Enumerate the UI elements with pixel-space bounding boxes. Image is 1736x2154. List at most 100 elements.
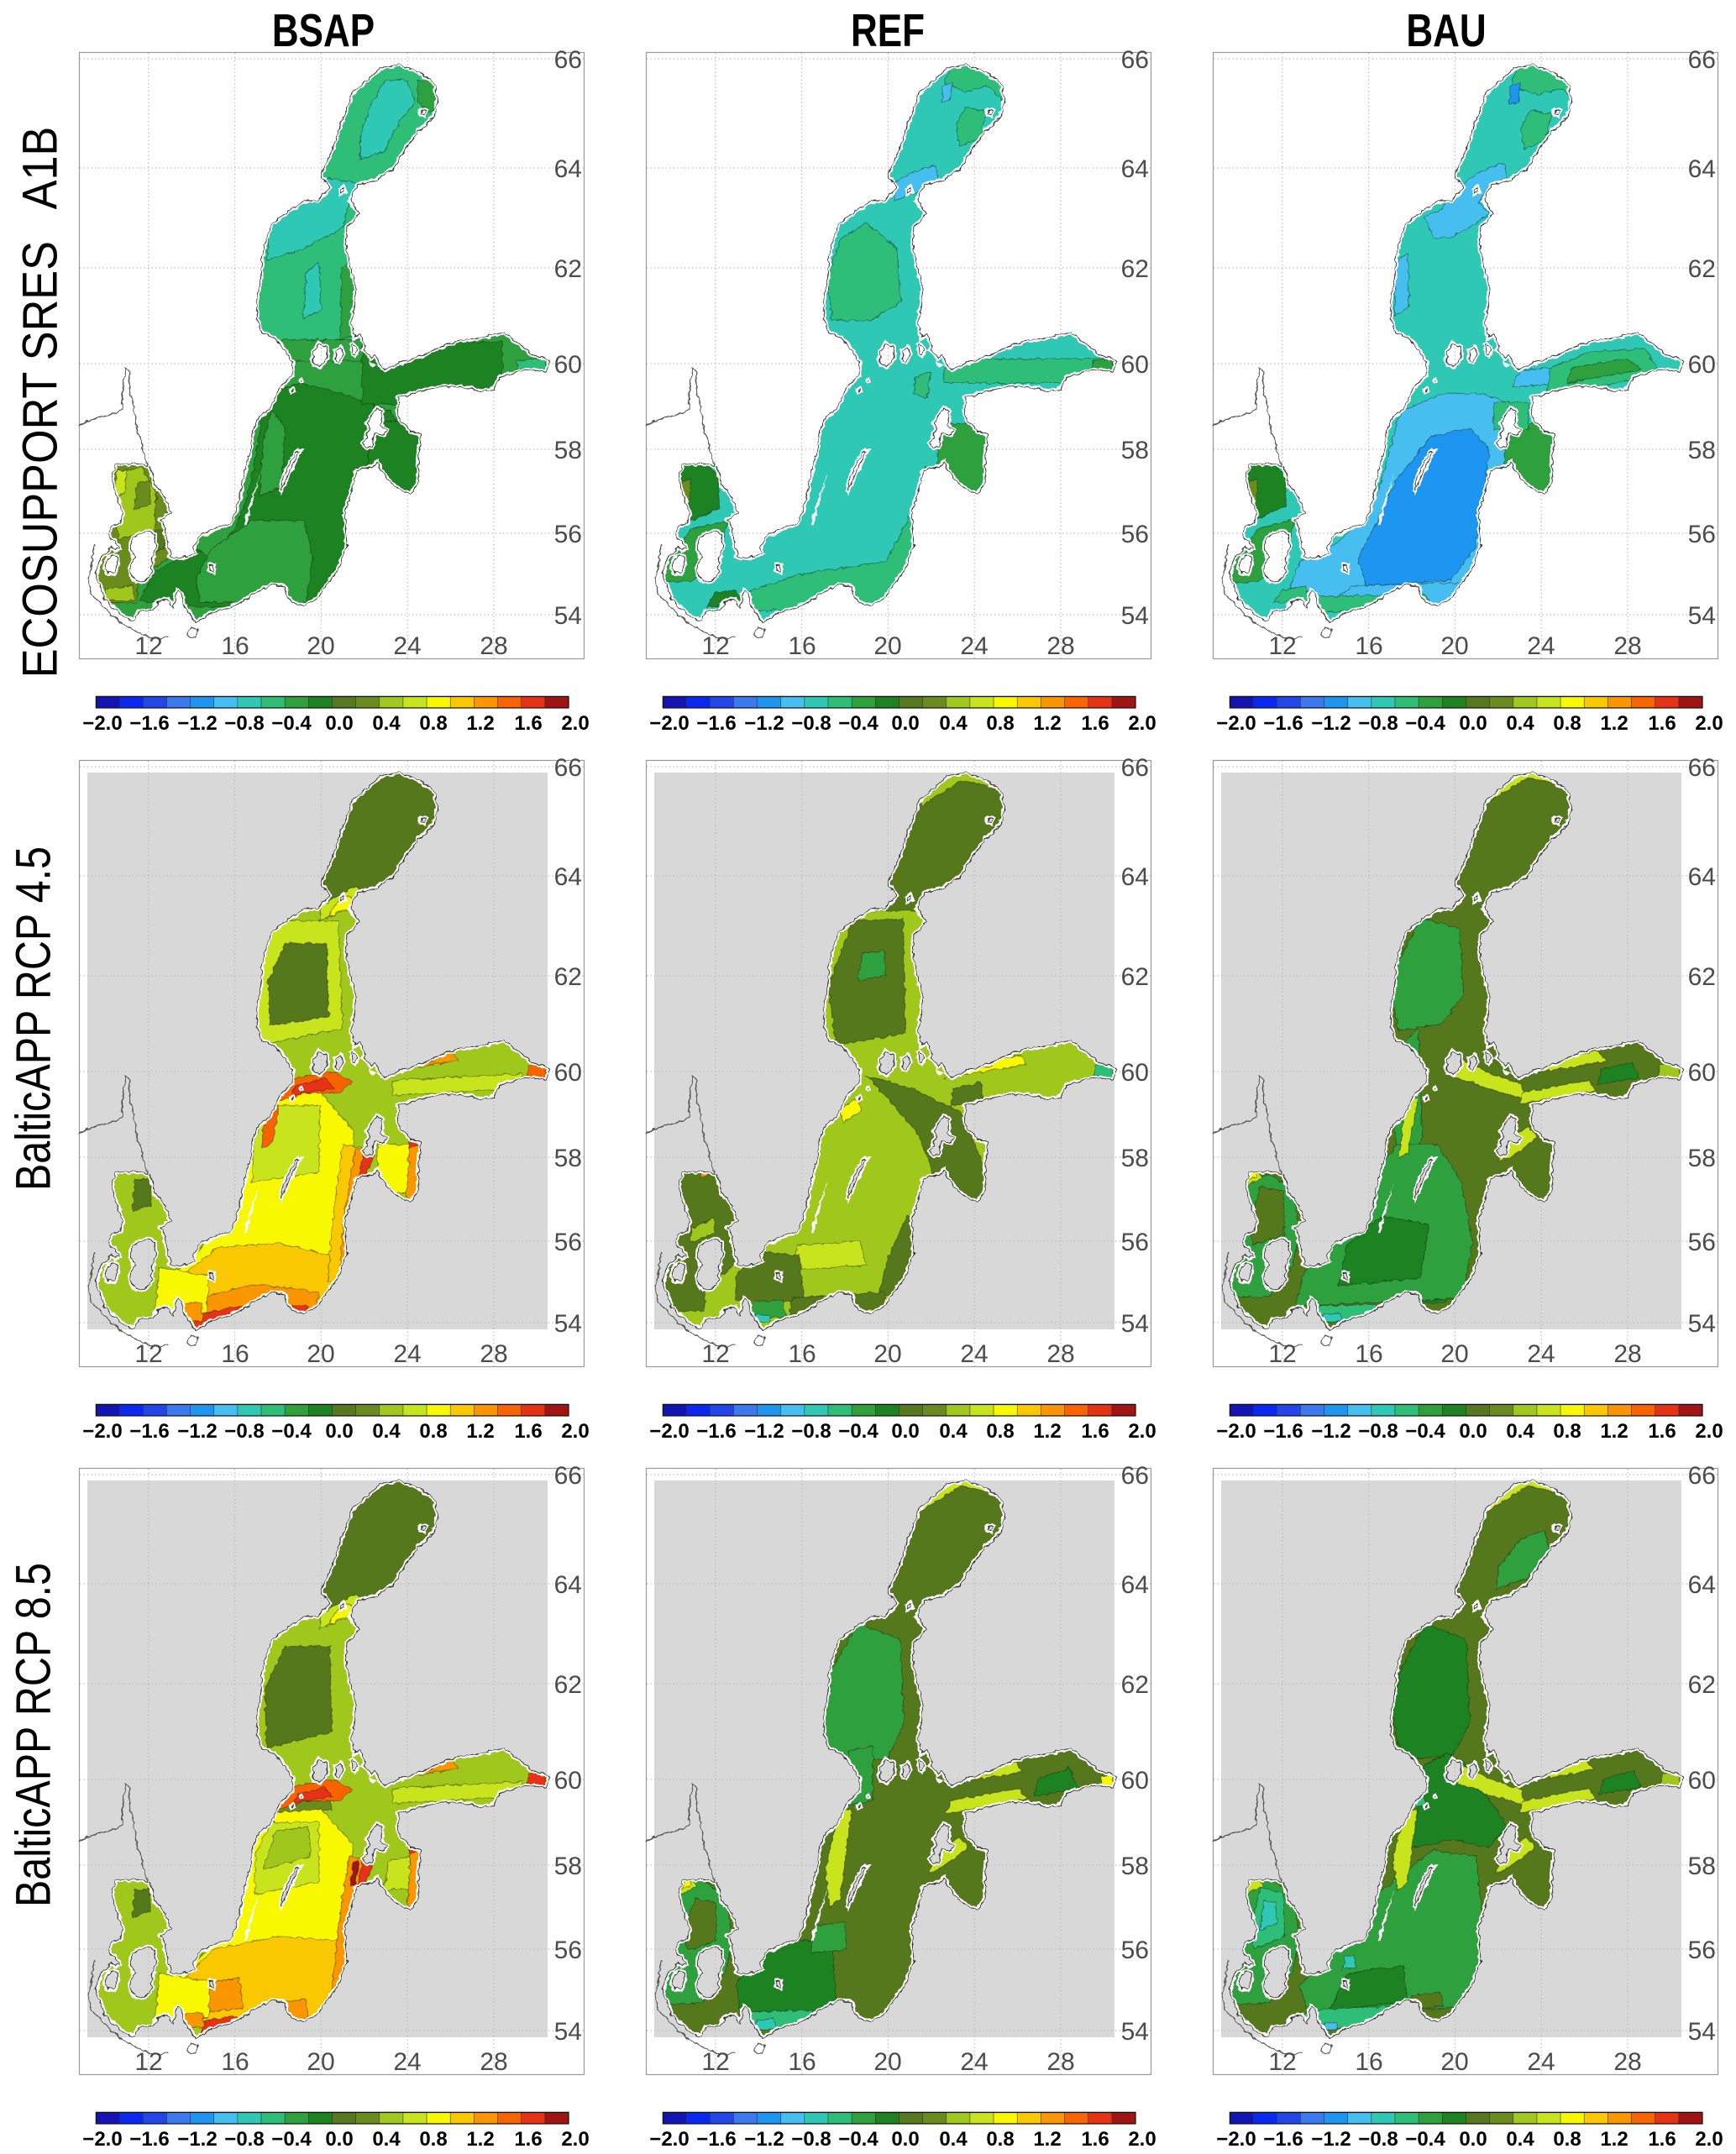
svg-text:56: 56 bbox=[1121, 1937, 1149, 1964]
svg-text:20: 20 bbox=[1440, 632, 1468, 660]
svg-text:54: 54 bbox=[1121, 1310, 1149, 1338]
svg-text:58: 58 bbox=[554, 1145, 582, 1172]
svg-text:58: 58 bbox=[1121, 437, 1149, 464]
svg-text:28: 28 bbox=[480, 1340, 507, 1368]
svg-text:16: 16 bbox=[1355, 2048, 1382, 2076]
svg-text:64: 64 bbox=[554, 863, 582, 891]
svg-text:60: 60 bbox=[1121, 351, 1149, 379]
svg-text:56: 56 bbox=[1121, 1229, 1149, 1256]
svg-text:66: 66 bbox=[1688, 754, 1716, 782]
svg-text:16: 16 bbox=[788, 632, 816, 660]
svg-text:54: 54 bbox=[554, 602, 582, 630]
svg-text:16: 16 bbox=[1355, 632, 1382, 660]
svg-text:54: 54 bbox=[1688, 602, 1716, 630]
svg-text:28: 28 bbox=[1046, 2048, 1074, 2076]
svg-text:62: 62 bbox=[1688, 255, 1716, 283]
svg-text:64: 64 bbox=[1688, 1571, 1716, 1599]
svg-text:60: 60 bbox=[1121, 1767, 1149, 1795]
svg-text:54: 54 bbox=[1121, 2018, 1149, 2046]
svg-text:60: 60 bbox=[1121, 1059, 1149, 1087]
svg-text:54: 54 bbox=[1121, 602, 1149, 630]
svg-text:64: 64 bbox=[1688, 863, 1716, 891]
svg-text:12: 12 bbox=[134, 2048, 162, 2076]
svg-text:62: 62 bbox=[554, 1671, 582, 1699]
svg-text:12: 12 bbox=[701, 2048, 729, 2076]
svg-text:60: 60 bbox=[1688, 1059, 1716, 1087]
svg-text:66: 66 bbox=[1688, 1462, 1716, 1490]
svg-text:58: 58 bbox=[554, 437, 582, 464]
svg-text:64: 64 bbox=[1688, 155, 1716, 183]
svg-text:64: 64 bbox=[554, 155, 582, 183]
svg-text:20: 20 bbox=[1440, 1340, 1468, 1368]
svg-text:60: 60 bbox=[554, 1059, 582, 1087]
svg-text:58: 58 bbox=[1688, 1145, 1716, 1172]
svg-text:20: 20 bbox=[873, 2048, 901, 2076]
svg-text:58: 58 bbox=[1121, 1853, 1149, 1880]
svg-text:24: 24 bbox=[393, 632, 421, 660]
svg-text:24: 24 bbox=[960, 632, 988, 660]
svg-text:66: 66 bbox=[554, 754, 582, 782]
svg-text:58: 58 bbox=[1688, 437, 1716, 464]
svg-text:60: 60 bbox=[554, 351, 582, 379]
svg-text:16: 16 bbox=[788, 2048, 816, 2076]
svg-text:28: 28 bbox=[1046, 1340, 1074, 1368]
svg-text:66: 66 bbox=[1688, 46, 1716, 74]
svg-text:56: 56 bbox=[1688, 1229, 1716, 1256]
svg-text:24: 24 bbox=[1527, 2048, 1555, 2076]
svg-text:64: 64 bbox=[554, 1571, 582, 1599]
svg-text:12: 12 bbox=[134, 1340, 162, 1368]
svg-text:58: 58 bbox=[1688, 1853, 1716, 1880]
svg-text:28: 28 bbox=[480, 2048, 507, 2076]
svg-text:56: 56 bbox=[1688, 1937, 1716, 1964]
svg-text:60: 60 bbox=[1688, 351, 1716, 379]
svg-text:66: 66 bbox=[1121, 46, 1149, 74]
svg-text:54: 54 bbox=[1688, 1310, 1716, 1338]
svg-text:24: 24 bbox=[960, 1340, 988, 1368]
svg-text:56: 56 bbox=[1688, 521, 1716, 548]
svg-text:24: 24 bbox=[960, 2048, 988, 2076]
svg-text:56: 56 bbox=[554, 1229, 582, 1256]
svg-text:64: 64 bbox=[1121, 1571, 1149, 1599]
svg-text:12: 12 bbox=[1268, 2048, 1296, 2076]
svg-text:28: 28 bbox=[1613, 632, 1641, 660]
svg-text:20: 20 bbox=[873, 632, 901, 660]
svg-text:16: 16 bbox=[1355, 1340, 1382, 1368]
svg-text:28: 28 bbox=[1613, 2048, 1641, 2076]
svg-text:20: 20 bbox=[307, 632, 334, 660]
svg-text:20: 20 bbox=[873, 1340, 901, 1368]
svg-text:62: 62 bbox=[554, 963, 582, 991]
svg-text:28: 28 bbox=[480, 632, 507, 660]
svg-text:16: 16 bbox=[221, 632, 249, 660]
svg-text:66: 66 bbox=[554, 46, 582, 74]
svg-text:62: 62 bbox=[1121, 255, 1149, 283]
svg-text:64: 64 bbox=[1121, 863, 1149, 891]
svg-text:54: 54 bbox=[554, 1310, 582, 1338]
svg-text:12: 12 bbox=[701, 1340, 729, 1368]
svg-text:12: 12 bbox=[134, 632, 162, 660]
svg-text:56: 56 bbox=[554, 1937, 582, 1964]
svg-text:12: 12 bbox=[1268, 632, 1296, 660]
svg-text:56: 56 bbox=[554, 521, 582, 548]
svg-text:24: 24 bbox=[393, 2048, 421, 2076]
svg-text:62: 62 bbox=[1688, 1671, 1716, 1699]
svg-text:12: 12 bbox=[1268, 1340, 1296, 1368]
svg-text:62: 62 bbox=[1121, 1671, 1149, 1699]
svg-text:64: 64 bbox=[1121, 155, 1149, 183]
svg-text:16: 16 bbox=[788, 1340, 816, 1368]
svg-text:62: 62 bbox=[1121, 963, 1149, 991]
svg-text:62: 62 bbox=[1688, 963, 1716, 991]
svg-text:20: 20 bbox=[307, 1340, 334, 1368]
svg-text:66: 66 bbox=[1121, 1462, 1149, 1490]
svg-text:28: 28 bbox=[1613, 1340, 1641, 1368]
svg-text:56: 56 bbox=[1121, 521, 1149, 548]
svg-text:24: 24 bbox=[1527, 1340, 1555, 1368]
svg-text:24: 24 bbox=[1527, 632, 1555, 660]
svg-text:54: 54 bbox=[554, 2018, 582, 2046]
svg-text:28: 28 bbox=[1046, 632, 1074, 660]
svg-text:54: 54 bbox=[1688, 2018, 1716, 2046]
svg-text:24: 24 bbox=[393, 1340, 421, 1368]
svg-text:60: 60 bbox=[554, 1767, 582, 1795]
svg-text:58: 58 bbox=[1121, 1145, 1149, 1172]
svg-text:16: 16 bbox=[221, 1340, 249, 1368]
svg-text:60: 60 bbox=[1688, 1767, 1716, 1795]
